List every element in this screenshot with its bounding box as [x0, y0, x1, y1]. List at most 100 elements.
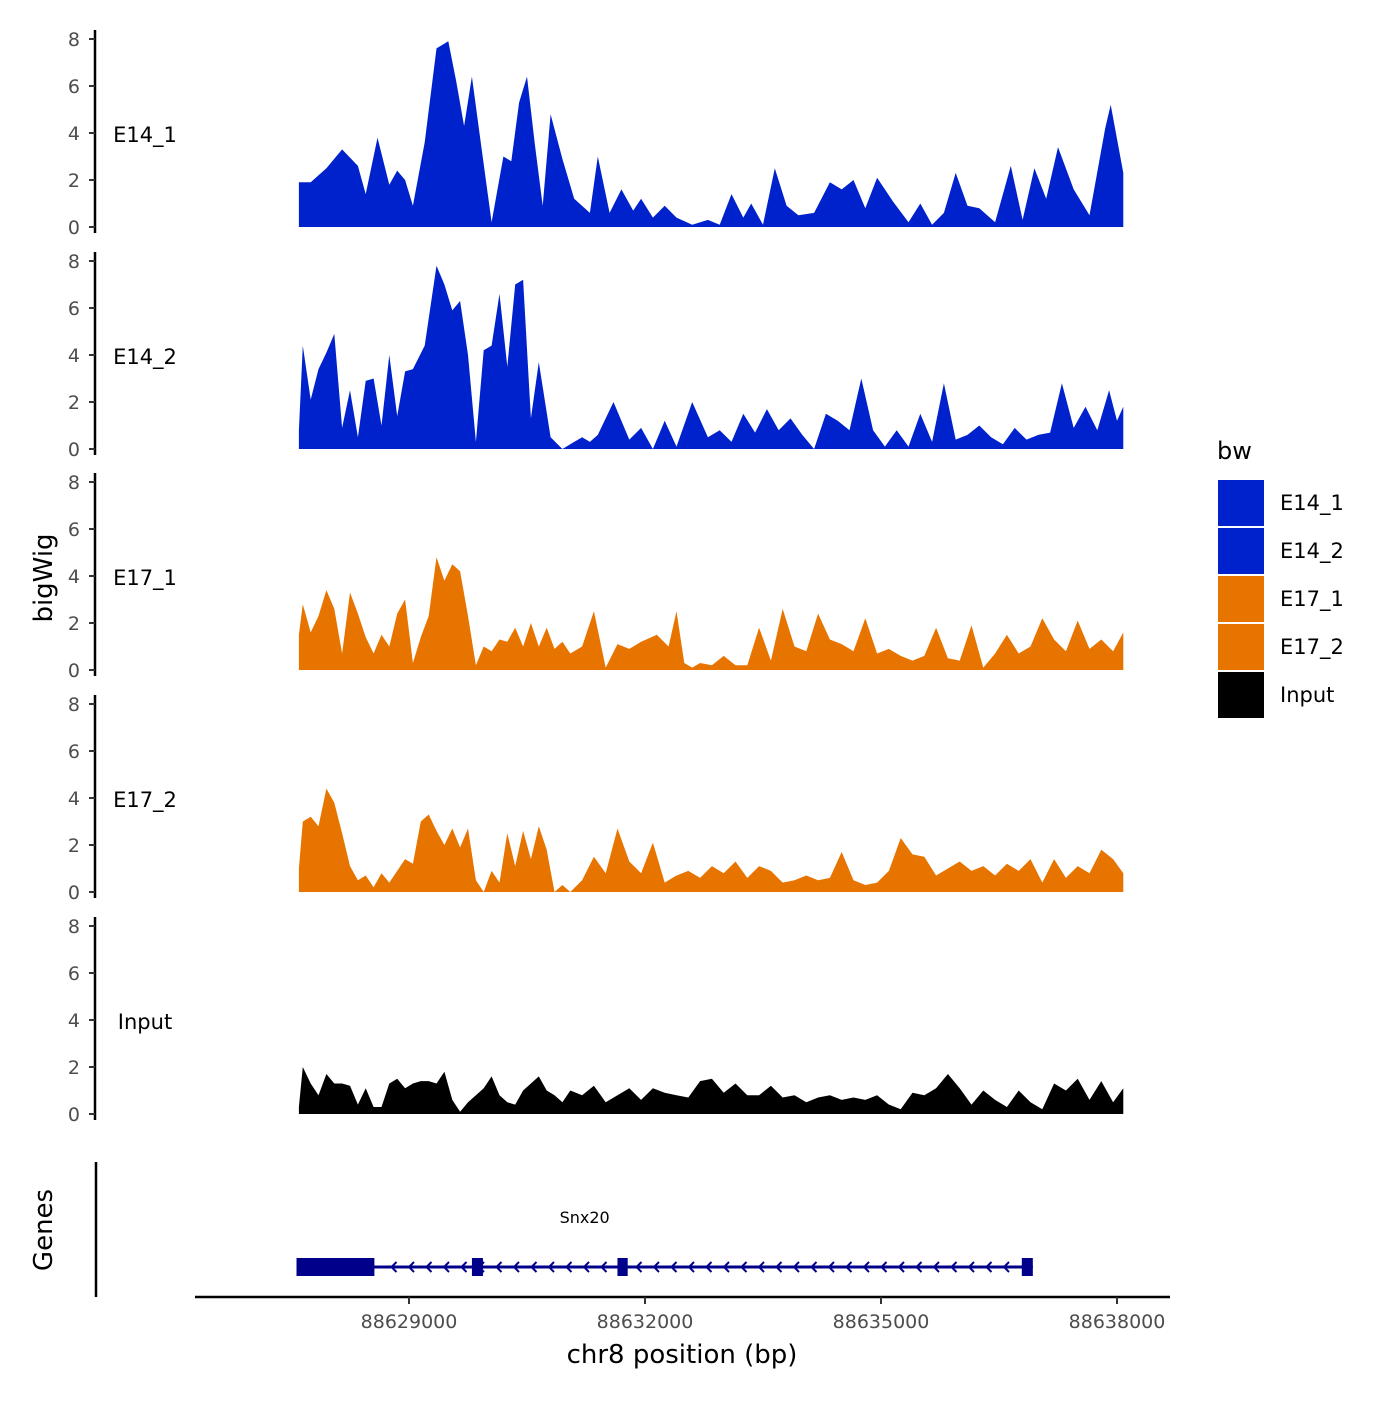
- y-tick-label: 0: [68, 660, 80, 682]
- legend-label: E14_1: [1280, 491, 1344, 516]
- y-tick-label: 4: [68, 123, 80, 145]
- legend-items: E14_1 E14_2 E17_1 E17_2 Input: [1218, 480, 1344, 718]
- y-tick-label: 4: [68, 566, 80, 588]
- signal-area-e14-1: [298, 41, 1124, 227]
- legend-swatch: [1218, 528, 1264, 574]
- legend-item-e17-2: E17_2: [1218, 624, 1344, 670]
- y-tick-label: 0: [68, 217, 80, 239]
- signal-area-input: [298, 1067, 1124, 1114]
- y-tick-label: 8: [68, 472, 80, 494]
- legend: bw E14_1 E14_2 E17_1 E17_2 Input: [1217, 437, 1344, 718]
- strand-arrow: [600, 1261, 608, 1273]
- y-tick-label: 0: [68, 1104, 80, 1126]
- strand-arrow: [582, 1261, 590, 1273]
- x-axis: 88629000 88632000 88635000 88638000 chr8 po…: [195, 1295, 1170, 1370]
- strand-arrow: [407, 1261, 415, 1273]
- track-input: 0 2 4 6 8 Input: [68, 916, 1124, 1126]
- x-tick-label: 88638000: [1069, 1311, 1166, 1333]
- y-tick-label: 8: [68, 916, 80, 938]
- y-tick-label: 6: [68, 741, 80, 763]
- y-tick-label: 2: [68, 392, 80, 414]
- legend-swatch: [1218, 576, 1264, 622]
- y-tick-label: 8: [68, 694, 80, 716]
- y-tick-label: 2: [68, 1057, 80, 1079]
- genes-axis-title: Genes: [29, 1189, 59, 1271]
- y-tick-label: 6: [68, 963, 80, 985]
- strand-arrow: [705, 1261, 713, 1273]
- track-label-e17-1: E17_1: [113, 566, 177, 591]
- legend-label: E14_2: [1280, 539, 1344, 564]
- strand-arrow: [897, 1261, 905, 1273]
- strand-arrow: [547, 1261, 555, 1273]
- strand-arrow: [792, 1261, 800, 1273]
- gene-exon: [471, 1258, 483, 1276]
- track-e14-2: 0 2 4 6 8 E14_2: [68, 251, 1124, 461]
- strand-arrow: [530, 1261, 538, 1273]
- strand-arrow: [1002, 1261, 1010, 1273]
- legend-item-e14-2: E14_2: [1218, 528, 1344, 574]
- strand-arrow: [862, 1261, 870, 1273]
- legend-item-input: Input: [1218, 672, 1334, 718]
- legend-label: E17_2: [1280, 635, 1344, 660]
- tracks-layer: 0 2 4 6 8 E14_1 0 2 4 6 8 E14_2 0 2 4 6 8 E17_1 0 2 4 6 8 E17_2…: [68, 29, 1124, 1126]
- x-ticks: 88629000 88632000 88635000 88638000: [361, 1297, 1166, 1333]
- legend-label: Input: [1280, 683, 1334, 707]
- strand-arrow: [950, 1261, 958, 1273]
- strand-arrow: [810, 1261, 818, 1273]
- strand-arrow: [460, 1261, 468, 1273]
- gene-label: Snx20: [560, 1208, 610, 1227]
- track-e17-2: 0 2 4 6 8 E17_2: [68, 694, 1124, 904]
- strand-arrow: [565, 1261, 573, 1273]
- y-tick-label: 0: [68, 439, 80, 461]
- strand-arrow: [722, 1261, 730, 1273]
- strand-arrow: [880, 1261, 888, 1273]
- y-tick-label: 8: [68, 29, 80, 51]
- strand-arrow: [687, 1261, 695, 1273]
- gene-model: [296, 1258, 1033, 1276]
- strand-arrow: [670, 1261, 678, 1273]
- strand-arrow: [442, 1261, 450, 1273]
- strand-arrow: [757, 1261, 765, 1273]
- strand-arrow: [652, 1261, 660, 1273]
- x-axis-title: chr8 position (bp): [567, 1340, 798, 1370]
- strand-arrow: [740, 1261, 748, 1273]
- y-tick-label: 8: [68, 251, 80, 273]
- track-e14-1: 0 2 4 6 8 E14_1: [68, 29, 1124, 239]
- track-e17-1: 0 2 4 6 8 E17_1: [68, 472, 1124, 682]
- signal-area-e17-2: [298, 788, 1124, 892]
- legend-title: bw: [1217, 437, 1252, 465]
- strand-arrow: [635, 1261, 643, 1273]
- y-tick-label: 6: [68, 519, 80, 541]
- x-tick-label: 88632000: [597, 1311, 694, 1333]
- strand-arrow: [425, 1261, 433, 1273]
- x-tick-label: 88635000: [833, 1311, 930, 1333]
- gene-exon: [617, 1258, 628, 1276]
- y-tick-label: 6: [68, 298, 80, 320]
- track-label-e14-2: E14_2: [113, 345, 177, 370]
- y-tick-label: 4: [68, 788, 80, 810]
- gene-exon: [1021, 1258, 1033, 1276]
- y-tick-label: 2: [68, 170, 80, 192]
- strand-arrow: [827, 1261, 835, 1273]
- signal-area-e17-1: [298, 557, 1124, 670]
- track-label-e14-1: E14_1: [113, 123, 177, 148]
- track-label-e17-2: E17_2: [113, 788, 177, 813]
- legend-swatch: [1218, 480, 1264, 526]
- y-tick-label: 4: [68, 1010, 80, 1032]
- strand-arrow: [967, 1261, 975, 1273]
- y-tick-label: 6: [68, 76, 80, 98]
- gene-exon: [296, 1258, 375, 1276]
- track-label-input: Input: [118, 1010, 172, 1034]
- legend-item-e17-1: E17_1: [1218, 576, 1344, 622]
- legend-swatch: [1218, 624, 1264, 670]
- y-tick-label: 0: [68, 882, 80, 904]
- legend-swatch: [1218, 672, 1264, 718]
- strand-arrow: [512, 1261, 520, 1273]
- y-axis-title: bigWig: [29, 533, 59, 622]
- strand-arrow: [915, 1261, 923, 1273]
- legend-item-e14-1: E14_1: [1218, 480, 1344, 526]
- strand-arrow: [985, 1261, 993, 1273]
- strand-arrow: [390, 1261, 398, 1273]
- x-tick-label: 88629000: [361, 1311, 458, 1333]
